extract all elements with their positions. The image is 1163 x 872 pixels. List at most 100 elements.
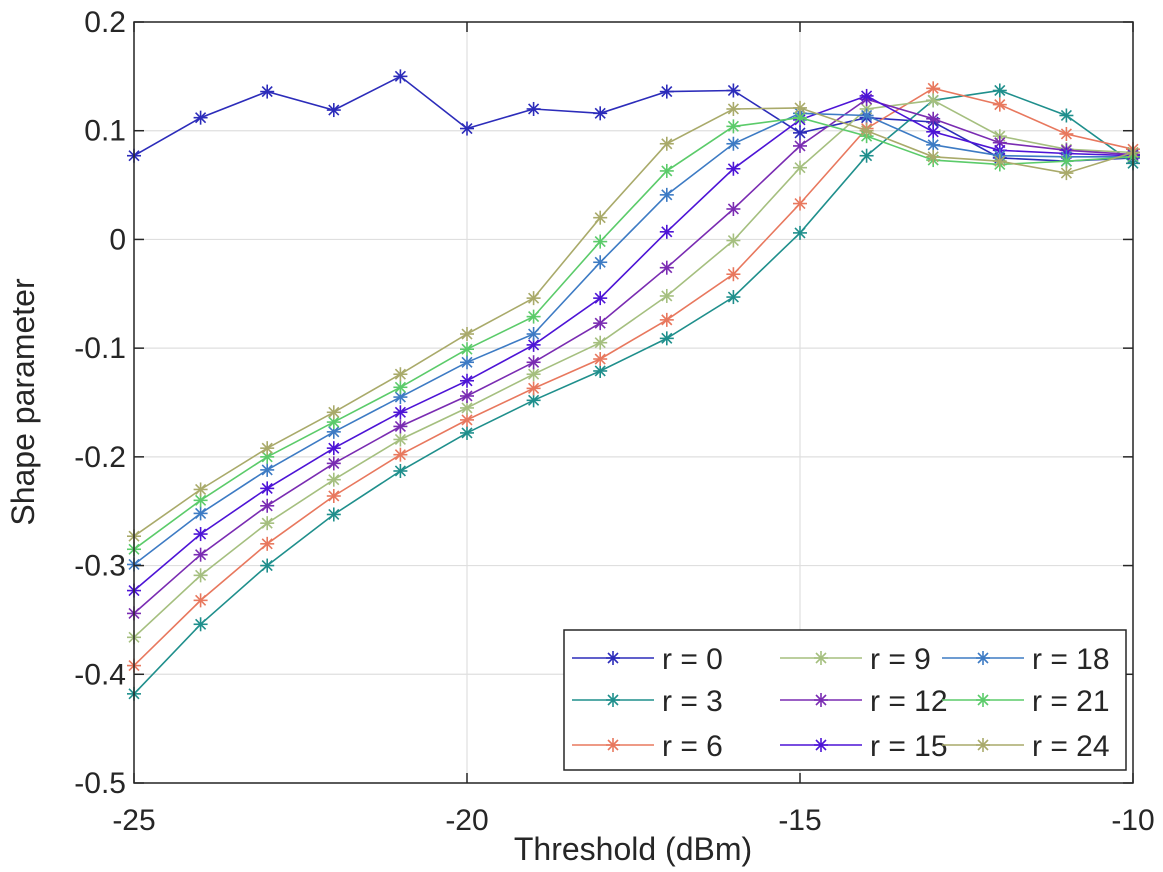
data-point — [526, 381, 541, 396]
legend-entry: r = 3 — [572, 685, 723, 718]
series-line — [133, 87, 1134, 667]
data-point — [460, 342, 474, 357]
series-line — [133, 112, 1133, 566]
data-point — [460, 425, 474, 440]
data-point — [393, 380, 408, 395]
x-tick-label: -25 — [112, 804, 155, 837]
data-point — [1059, 126, 1074, 141]
data-point — [326, 507, 341, 522]
data-point — [593, 363, 608, 378]
data-point — [726, 101, 741, 116]
data-point — [193, 110, 208, 125]
data-point — [859, 123, 874, 138]
data-point — [326, 441, 341, 456]
legend-label: r = 24 — [1032, 730, 1110, 763]
data-point — [393, 405, 408, 420]
data-point — [260, 462, 275, 477]
series-r-24 — [127, 100, 1140, 544]
legend-marker — [606, 651, 620, 665]
data-point — [659, 260, 674, 275]
y-tick-label: 0 — [109, 223, 126, 256]
data-point — [1059, 108, 1074, 123]
data-point — [193, 547, 208, 562]
data-point — [726, 233, 741, 248]
legend-entry: r = 12 — [780, 685, 948, 718]
data-point — [460, 400, 474, 415]
data-point — [460, 327, 474, 342]
data-point — [593, 316, 608, 331]
data-point — [593, 234, 608, 249]
legend-marker — [814, 738, 828, 752]
x-tick-label: -10 — [1111, 804, 1154, 837]
data-point — [659, 84, 674, 99]
data-point — [460, 121, 474, 136]
data-point — [260, 558, 275, 573]
data-point — [926, 111, 941, 126]
data-point — [260, 441, 275, 456]
data-point — [193, 527, 208, 542]
legend-label: r = 6 — [662, 730, 723, 763]
data-point — [593, 352, 608, 367]
data-point — [726, 201, 741, 216]
data-point — [793, 196, 807, 211]
data-point — [193, 506, 208, 521]
data-point — [393, 447, 408, 462]
data-point — [593, 255, 608, 270]
data-point — [193, 617, 208, 632]
legend-entry: r = 15 — [780, 730, 948, 763]
data-point — [793, 160, 807, 175]
series-line — [133, 99, 1134, 638]
series-r-18 — [127, 106, 1140, 572]
data-point — [193, 568, 208, 583]
y-tick-label: -0.3 — [74, 550, 126, 583]
data-point — [526, 367, 541, 382]
series-line — [133, 98, 1134, 615]
data-point — [260, 481, 275, 496]
data-point — [659, 224, 674, 239]
data-point — [326, 405, 341, 420]
legend-marker — [606, 693, 620, 707]
x-tick-label: -20 — [445, 804, 488, 837]
legend-marker — [976, 651, 990, 665]
data-point — [260, 84, 275, 99]
data-point — [726, 161, 741, 176]
data-point — [726, 290, 741, 305]
data-point — [992, 154, 1007, 169]
axes-box — [133, 21, 1134, 784]
data-point — [926, 124, 941, 139]
legend-entry: r = 6 — [572, 730, 723, 763]
data-point — [659, 312, 674, 327]
data-point — [992, 83, 1007, 98]
data-point — [326, 456, 341, 471]
series-line — [133, 75, 1134, 163]
data-point — [393, 69, 408, 84]
y-tick-label: -0.2 — [74, 441, 126, 474]
data-point — [393, 432, 408, 447]
series-line — [133, 107, 1134, 537]
data-point — [260, 536, 275, 551]
y-tick-label: 0.1 — [84, 115, 126, 148]
data-point — [526, 101, 541, 116]
data-point — [526, 393, 541, 408]
legend-label: r = 21 — [1032, 685, 1110, 718]
data-point — [593, 335, 608, 350]
tick-layer: -25 -20 -15 -10 -0.5 -0.4 -0.3 -0.2 -0.1 0 0.1 0.2 — [74, 6, 1154, 837]
legend: r = 0 r = 3 r = 6 r = 9 r = 12 r = 15 r = 18 r … — [563, 629, 1127, 771]
data-point — [659, 163, 674, 178]
data-point — [393, 463, 408, 478]
data-point — [659, 331, 674, 346]
legend-marker — [606, 738, 620, 752]
legend-entry: r = 18 — [942, 643, 1110, 676]
y-axis-label: Shape parameter — [5, 278, 41, 526]
legend-label: r = 3 — [662, 685, 723, 718]
legend-label: r = 15 — [870, 730, 948, 763]
data-point — [393, 367, 408, 382]
data-point — [526, 327, 541, 342]
x-tick-label: -15 — [778, 804, 821, 837]
data-point — [593, 106, 608, 121]
data-point — [326, 103, 341, 118]
data-point — [593, 291, 608, 306]
data-point — [859, 88, 874, 103]
series-line — [133, 116, 1134, 550]
